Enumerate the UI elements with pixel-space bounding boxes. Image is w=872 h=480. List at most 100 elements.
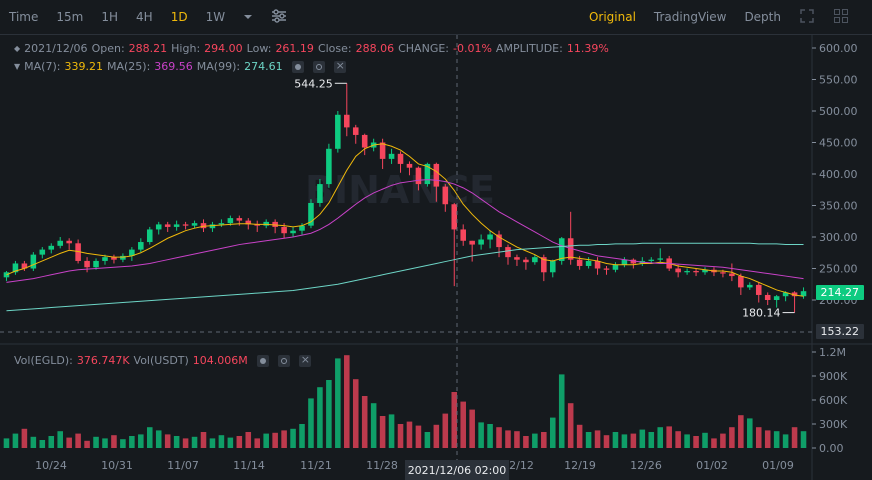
candle-body <box>129 249 135 256</box>
candle-body <box>397 153 404 164</box>
candle-body <box>308 202 314 226</box>
volume-bar <box>21 428 28 448</box>
interval-time[interactable]: Time <box>9 10 39 24</box>
candle-body <box>415 167 422 185</box>
candle-body <box>48 245 55 250</box>
candle-body <box>675 268 681 273</box>
volume-bar <box>594 430 601 448</box>
chevron-down-icon[interactable] <box>234 10 262 24</box>
volume-tick-label: 300K <box>819 418 848 431</box>
volume-bar <box>218 435 225 448</box>
crosshair-price-tag: 153.22 <box>815 324 864 339</box>
volume-bar <box>200 432 207 448</box>
grid-icon[interactable] <box>824 8 858 27</box>
volume-bar <box>558 374 565 448</box>
candle-body <box>532 257 538 263</box>
volume-bar <box>263 433 269 448</box>
interval-4h[interactable]: 4H <box>136 10 153 24</box>
volume-bar <box>729 427 735 448</box>
volume-bar <box>424 432 431 448</box>
volume-bar <box>532 433 538 448</box>
crosshair-date-label: 2021/12/06 02:00 <box>405 460 509 480</box>
candle-body <box>621 259 628 265</box>
collapse-arrow-icon[interactable]: ▼ <box>14 62 21 71</box>
low-value: 261.19 <box>275 42 314 55</box>
volume-bar <box>146 427 153 448</box>
low-label: Low: <box>246 42 272 55</box>
collapse-arrow-icon[interactable]: ◆ <box>14 44 21 53</box>
vol-egld-label: Vol(EGLD): <box>14 354 73 367</box>
view-depth[interactable]: Depth <box>744 10 781 24</box>
high-label: High: <box>171 42 201 55</box>
volume-bar <box>791 427 798 448</box>
min-price-label: 180.14 <box>742 307 781 320</box>
expand-icon[interactable] <box>790 8 824 27</box>
candle-body <box>612 264 619 270</box>
interval-15m[interactable]: 15m <box>56 10 84 24</box>
current-price-tag: 214.27 <box>815 285 864 300</box>
candle-body <box>657 258 664 260</box>
candle-body <box>800 291 807 297</box>
candle-body <box>460 229 466 241</box>
volume-bar <box>657 427 664 448</box>
interval-1d[interactable]: 1D <box>170 10 188 24</box>
candle-body <box>648 259 655 261</box>
eye-icon[interactable] <box>291 60 304 73</box>
ma-legend: ▼ MA(7): 339.21 MA(25): 369.56 MA(99): 2… <box>14 59 350 73</box>
candle-body <box>523 259 529 263</box>
sliders-icon[interactable] <box>262 8 296 26</box>
eye-icon[interactable] <box>256 354 269 367</box>
volume-bar <box>549 417 556 448</box>
volume-bar <box>3 438 10 448</box>
candle-body <box>576 259 583 266</box>
candle-body <box>245 220 252 225</box>
volume-bar <box>648 432 655 448</box>
date-tick-label: 12/26 <box>630 459 662 472</box>
candle-body <box>236 218 243 221</box>
volume-bar <box>666 426 672 448</box>
candlestick-chart[interactable]: BINANCE600.00550.00500.00450.00400.00350… <box>0 35 872 480</box>
gear-icon[interactable] <box>277 354 290 367</box>
interval-1h[interactable]: 1H <box>101 10 119 24</box>
volume-bar <box>630 433 637 448</box>
interval-1w[interactable]: 1W <box>205 10 226 24</box>
volume-tick-label: 900K <box>819 370 848 383</box>
close-label: Close: <box>317 42 352 55</box>
volume-bar <box>433 424 440 448</box>
volume-bar <box>406 421 413 448</box>
price-tick-label: 250.00 <box>819 263 858 276</box>
gear-icon[interactable] <box>312 60 325 73</box>
volume-bar <box>30 436 37 448</box>
close-icon[interactable] <box>333 59 346 73</box>
volume-bar <box>388 414 395 448</box>
candle-body <box>469 240 475 245</box>
close-icon[interactable] <box>298 353 311 367</box>
candle-body <box>111 257 117 260</box>
volume-bar <box>227 437 234 448</box>
price-tick-label: 350.00 <box>819 200 858 213</box>
volume-bar <box>800 431 807 448</box>
date-tick-label: 10/24 <box>35 459 67 472</box>
volume-bar <box>111 435 117 448</box>
volume-bar <box>75 433 81 448</box>
volume-bar <box>585 432 592 448</box>
view-original[interactable]: Original <box>588 10 636 24</box>
change-value: -0.01% <box>453 42 492 55</box>
candle-body <box>352 127 359 135</box>
candle-body <box>281 226 287 234</box>
candle-body <box>75 243 81 261</box>
volume-bar <box>370 403 377 448</box>
volume-bar <box>236 436 243 448</box>
candle-body <box>317 184 323 203</box>
ma25-label: MA(25): <box>106 60 151 73</box>
view-tradingview[interactable]: TradingView <box>653 10 727 24</box>
candle-body <box>200 223 207 229</box>
candle-body <box>442 186 449 205</box>
ma25-value: 369.56 <box>154 60 193 73</box>
volume-bar <box>711 438 717 448</box>
volume-bar <box>397 424 404 448</box>
date-tick-label: 01/09 <box>762 459 794 472</box>
candle-body <box>594 260 601 269</box>
candle-body <box>738 276 744 288</box>
volume-bar <box>254 438 261 448</box>
